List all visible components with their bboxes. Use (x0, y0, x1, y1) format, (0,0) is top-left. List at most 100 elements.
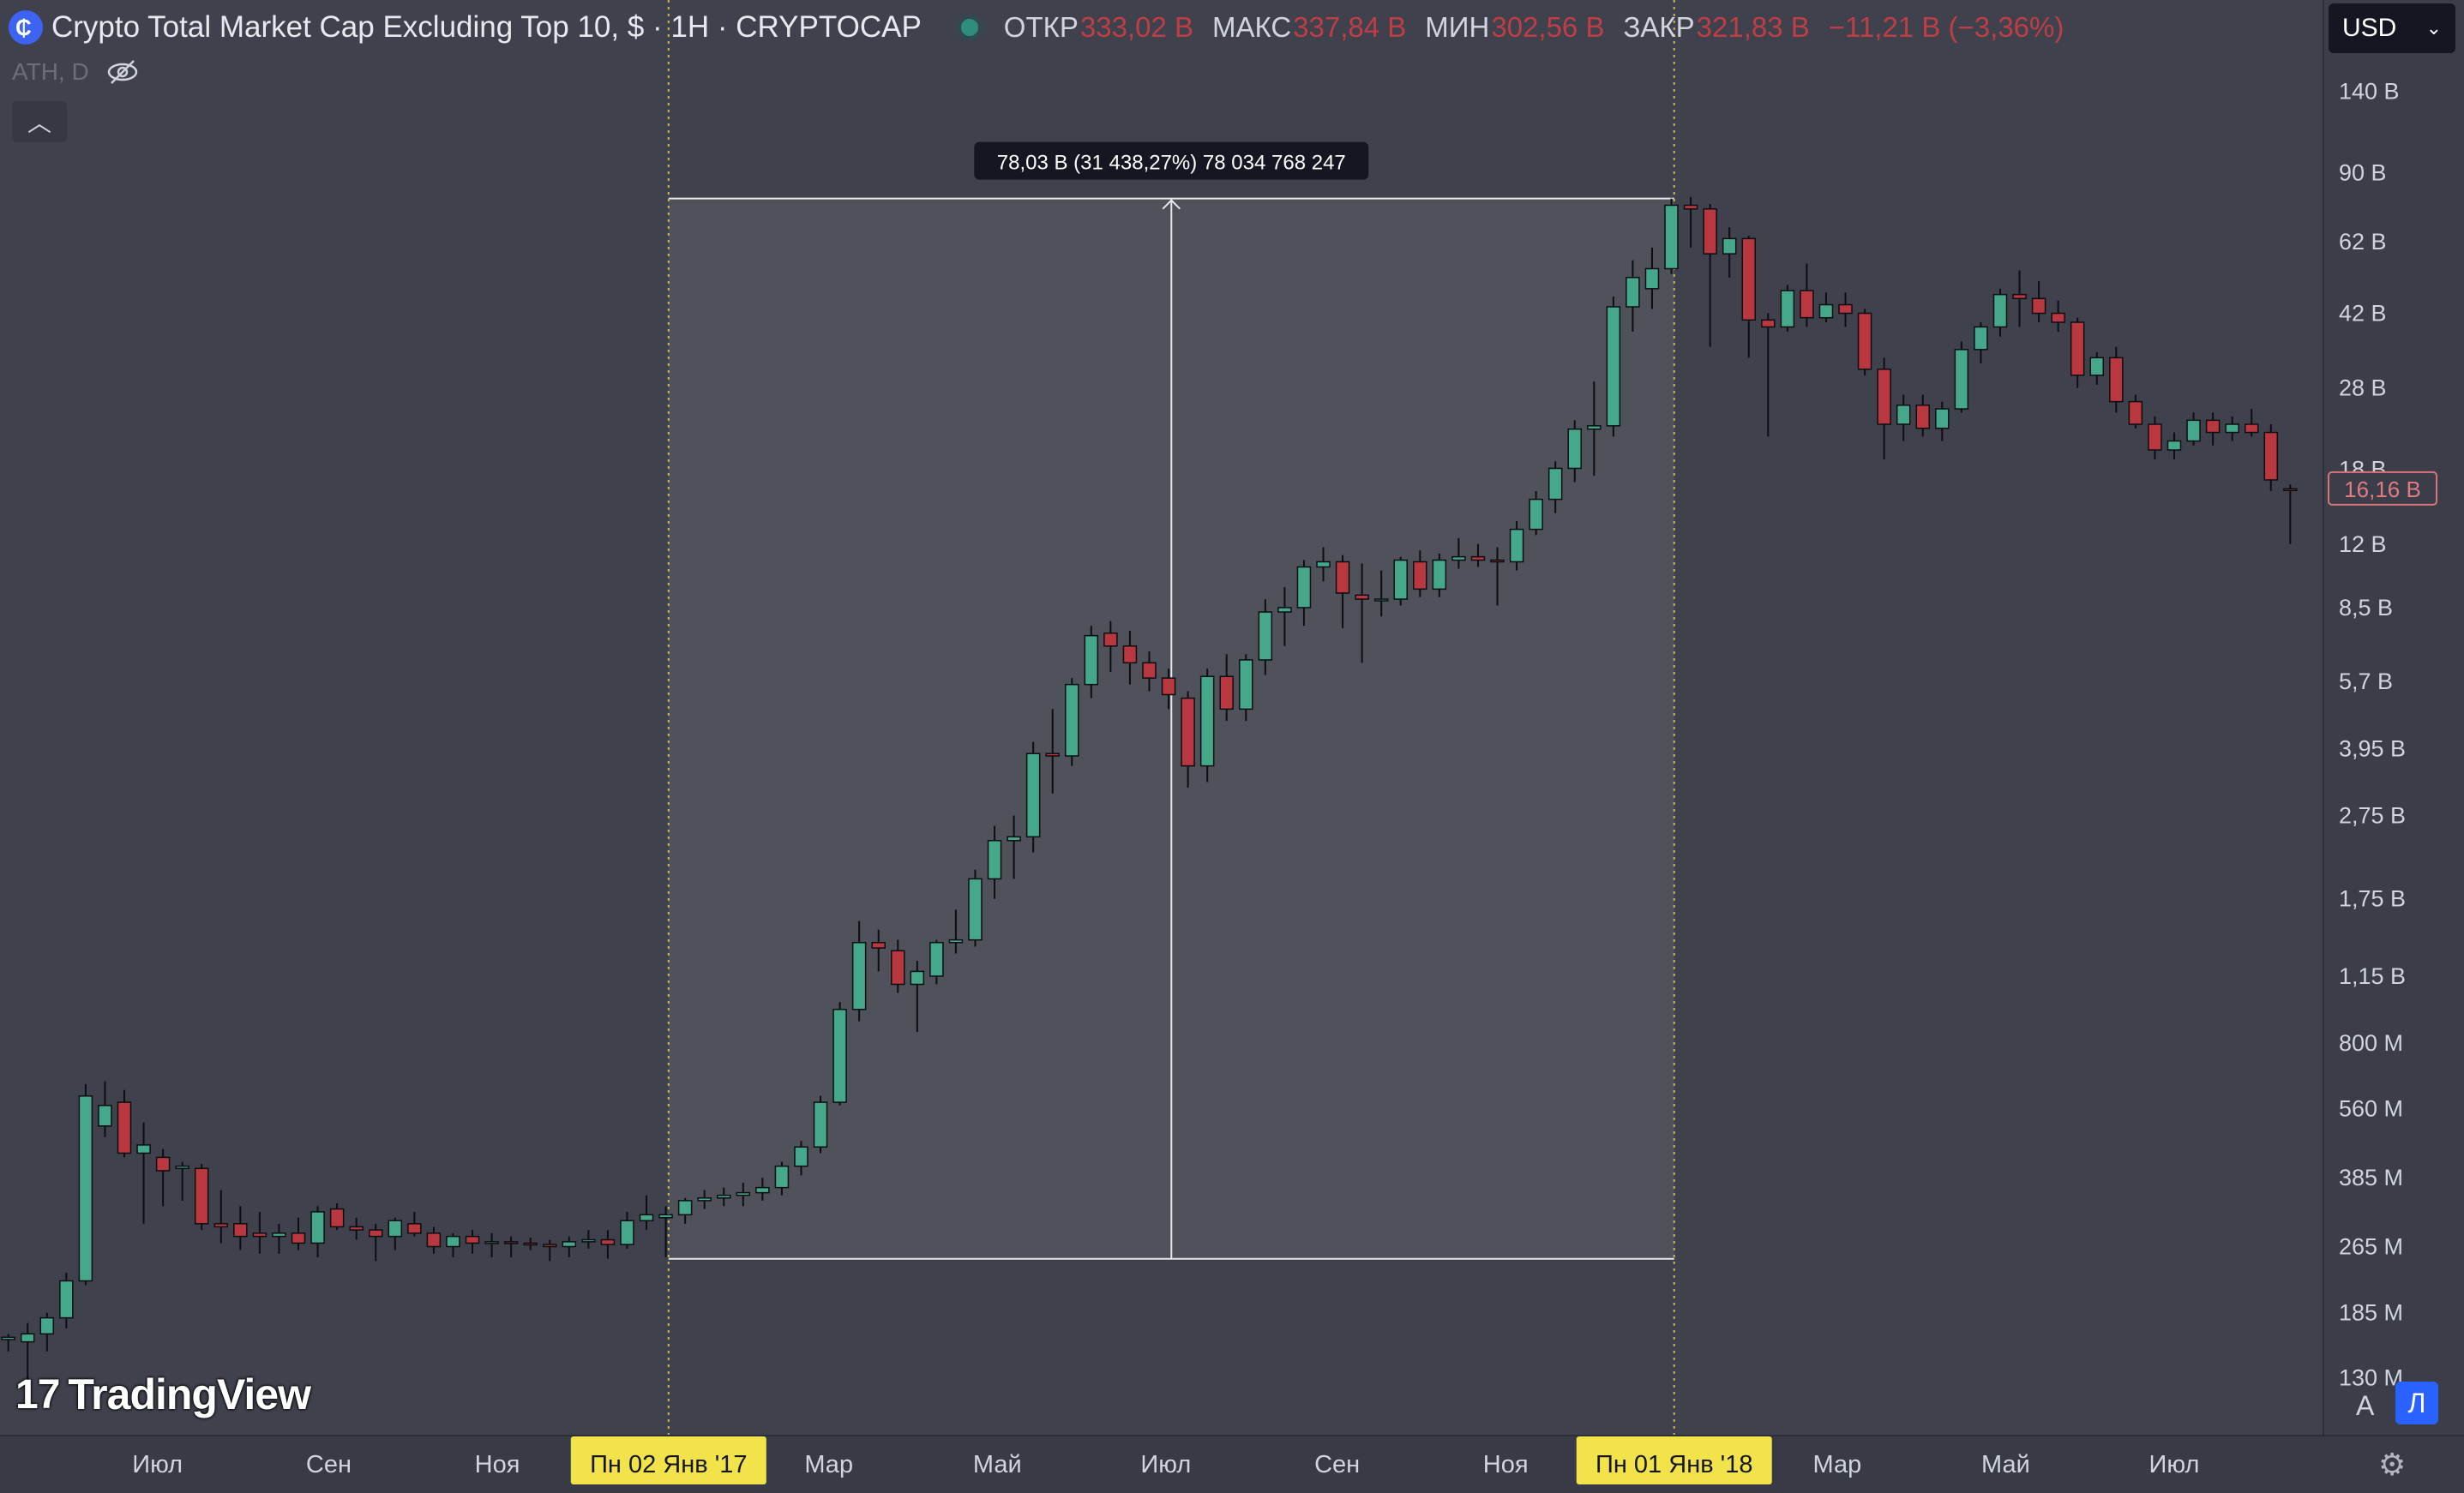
candle (1181, 691, 1195, 788)
candle (1664, 198, 1679, 274)
y-tick-label: 28 B (2339, 375, 2387, 401)
settings-gear-icon[interactable]: ⚙ (2378, 1447, 2407, 1482)
candle (98, 1081, 112, 1137)
candle-body (1509, 528, 1524, 563)
y-tick-label: 5,7 B (2339, 669, 2393, 694)
candle-body (542, 1244, 557, 1248)
candle (1644, 247, 1660, 309)
candle (20, 1322, 35, 1393)
candle-body (2070, 321, 2085, 376)
y-tick-label: 130 M (2339, 1365, 2403, 1391)
symbol-title[interactable]: Crypto Total Market Cap Excluding Top 10… (51, 10, 922, 44)
candle-body (1065, 683, 1079, 757)
candle-body (1490, 559, 1505, 563)
candle (59, 1272, 74, 1328)
candle-body (1626, 277, 1640, 308)
market-status-icon[interactable] (955, 14, 983, 41)
candle (2089, 351, 2105, 385)
candle-body (1142, 662, 1157, 679)
candle-body (1664, 204, 1679, 270)
candle (523, 1238, 538, 1250)
candle-body (639, 1214, 654, 1222)
cryptocap-logo-icon: ₵ (9, 10, 43, 45)
candle-body (1800, 290, 1814, 319)
candle (426, 1226, 442, 1254)
close-label: ЗАКР (1623, 11, 1695, 43)
candle-body (1335, 561, 1350, 594)
y-tick-label: 1,15 B (2339, 963, 2406, 989)
collapse-legend-button[interactable]: ︿ (12, 101, 67, 142)
candle-body (233, 1223, 248, 1238)
candle-body (407, 1223, 422, 1234)
candle (291, 1217, 306, 1250)
candle (542, 1239, 557, 1262)
auto-scale-button[interactable]: A (2356, 1390, 2375, 1421)
candle (194, 1164, 209, 1231)
candle (39, 1312, 55, 1352)
log-scale-button[interactable]: Л (2395, 1382, 2438, 1424)
candle (2128, 394, 2143, 429)
currency-select[interactable]: USD ⌄ (2329, 3, 2455, 53)
candle-body (465, 1235, 480, 1244)
candle-body (1818, 303, 1834, 319)
candle (1199, 669, 1215, 782)
x-tick-label: Мар (1812, 1451, 1861, 1478)
tradingview-text: TradingView (68, 1370, 311, 1418)
open-value: 333,02 B (1079, 11, 1193, 43)
candle-body (1470, 555, 1486, 561)
candle-body (1529, 498, 1543, 531)
candle (1857, 309, 1872, 375)
candle (871, 929, 886, 972)
candle (1103, 621, 1118, 672)
y-tick-label: 12 B (2339, 531, 2387, 557)
current-price-label: 16,16 B (2328, 471, 2437, 506)
x-tick-label: Май (1981, 1451, 2030, 1478)
candle (929, 939, 944, 985)
candle-body (2089, 357, 2105, 376)
candle (1025, 741, 1041, 853)
tradingview-logo[interactable]: 17 TradingView (15, 1370, 311, 1419)
candle (2167, 432, 2182, 460)
candle (1393, 556, 1408, 606)
candle (1626, 260, 1640, 333)
candle (1683, 196, 1698, 248)
x-axis-ticks: Июл Сен Ноя Пн 02 Янв '17 Мар Май Июл Сен Ноя Пн … (132, 1436, 2199, 1484)
candle-body (794, 1146, 808, 1167)
candle (1, 1334, 15, 1352)
candle (2031, 281, 2046, 323)
candle (774, 1161, 790, 1196)
candle (794, 1141, 808, 1176)
x-tick-label: Мар (804, 1451, 853, 1478)
candle-body (503, 1241, 519, 1244)
candle-body (2051, 312, 2065, 323)
eye-hidden-icon[interactable] (106, 59, 139, 85)
candle-body (523, 1242, 538, 1246)
candle-body (1606, 306, 1621, 427)
candle-body (968, 878, 983, 941)
candle (1567, 420, 1582, 483)
candle-body (1838, 303, 1853, 315)
candle-body (1761, 319, 1776, 328)
candle (832, 1001, 847, 1106)
candle-body (194, 1167, 209, 1225)
candle-body (329, 1208, 345, 1228)
candle-body (368, 1229, 383, 1238)
x-tick-label: Пн 02 Янв '17 (590, 1451, 747, 1478)
candle-body (2225, 423, 2239, 434)
price-axis[interactable] (2324, 0, 2464, 1436)
candle-body (891, 950, 905, 986)
y-tick-label: 2,75 B (2339, 803, 2406, 829)
candle (1606, 296, 1621, 437)
candle-body (1258, 611, 1273, 661)
low-value: 302,56 B (1491, 11, 1605, 43)
candle-body (20, 1333, 35, 1343)
candle-body (484, 1241, 499, 1244)
time-axis[interactable] (0, 1436, 2464, 1493)
candle (2070, 317, 2085, 388)
candle-body (1896, 405, 1911, 425)
candle-body (1857, 312, 1872, 370)
indicator-legend[interactable]: ATH, D (12, 58, 139, 86)
candle-body (426, 1232, 442, 1248)
y-tick-label: 560 M (2339, 1096, 2403, 1122)
